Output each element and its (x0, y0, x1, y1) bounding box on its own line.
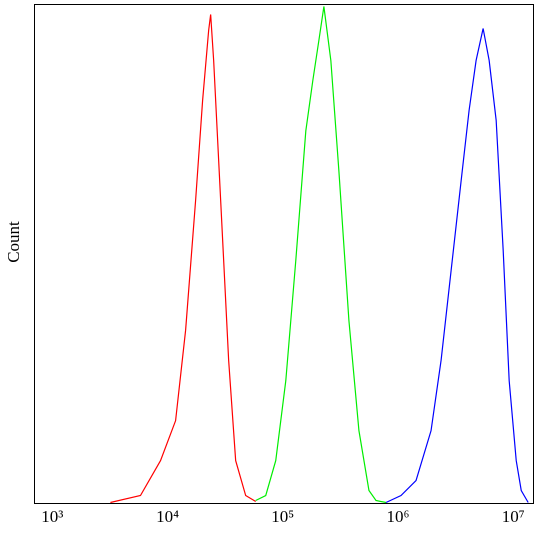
histogram-curve (385, 28, 529, 504)
x-tick-label: 10⁶ (387, 507, 410, 526)
x-tick-label: 10⁴ (156, 507, 179, 526)
plot-frame (34, 4, 534, 504)
y-axis-label: Count (4, 221, 23, 263)
histogram-curve (110, 14, 257, 504)
x-tick-label: 10⁷ (502, 507, 525, 526)
x-tick-label: 10³ (41, 507, 63, 526)
histogram-curve (255, 6, 387, 504)
x-tick-label: 10⁵ (271, 507, 294, 526)
